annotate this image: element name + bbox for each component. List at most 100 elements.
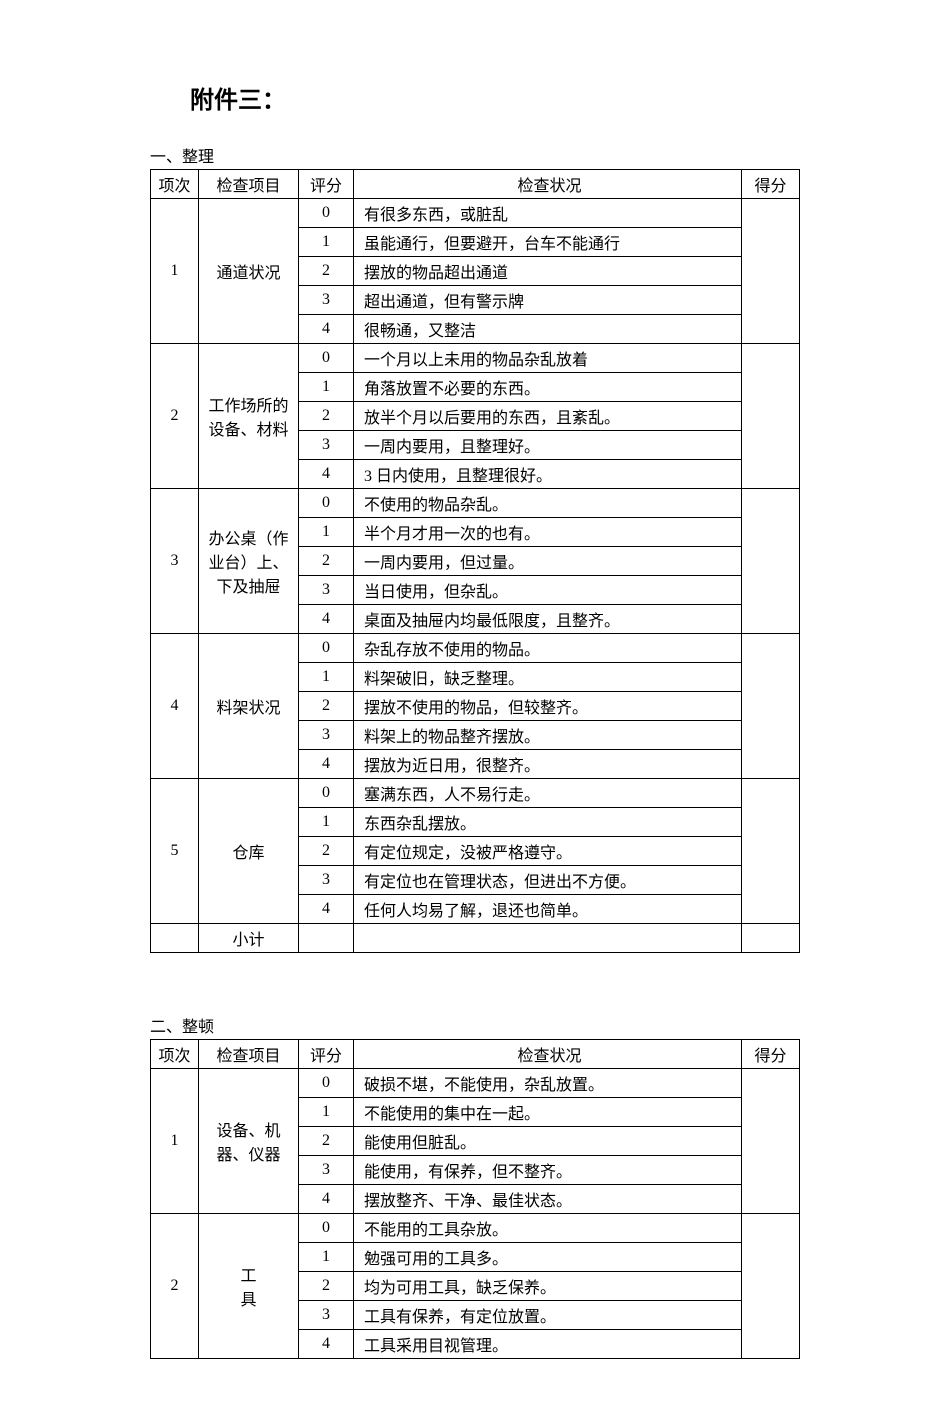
cell-item: 料架状况 bbox=[199, 634, 299, 779]
header-result: 得分 bbox=[742, 1040, 800, 1069]
cell-status: 角落放置不必要的东西。 bbox=[354, 373, 742, 402]
cell-score: 2 bbox=[299, 257, 354, 286]
cell-status: 虽能通行，但要避开，台车不能通行 bbox=[354, 228, 742, 257]
cell-status: 一个月以上未用的物品杂乱放着 bbox=[354, 344, 742, 373]
cell-score: 3 bbox=[299, 286, 354, 315]
cell-item: 仓库 bbox=[199, 779, 299, 924]
header-result: 得分 bbox=[742, 170, 800, 199]
table-section1: 项次 检查项目 评分 检查状况 得分 1通道状况0有很多东西，或脏乱1虽能通行，… bbox=[150, 169, 800, 953]
cell-score: 4 bbox=[299, 1330, 354, 1359]
cell-status: 破损不堪，不能使用，杂乱放置。 bbox=[354, 1069, 742, 1098]
cell-idx: 5 bbox=[151, 779, 199, 924]
cell-score: 3 bbox=[299, 576, 354, 605]
table-row: 3办公桌（作业台）上、下及抽屉0不使用的物品杂乱。 bbox=[151, 489, 800, 518]
cell-status: 放半个月以后要用的东西，且紊乱。 bbox=[354, 402, 742, 431]
cell-status: 3 日内使用，且整理很好。 bbox=[354, 460, 742, 489]
cell-status: 能使用但脏乱。 bbox=[354, 1127, 742, 1156]
cell-status: 工具采用目视管理。 bbox=[354, 1330, 742, 1359]
cell-score: 3 bbox=[299, 721, 354, 750]
subtotal-score bbox=[299, 924, 354, 953]
cell-status: 塞满东西，人不易行走。 bbox=[354, 779, 742, 808]
cell-status: 摆放整齐、干净、最佳状态。 bbox=[354, 1185, 742, 1214]
cell-score: 3 bbox=[299, 1301, 354, 1330]
cell-status: 任何人均易了解，退还也简单。 bbox=[354, 895, 742, 924]
cell-score: 0 bbox=[299, 199, 354, 228]
cell-score: 1 bbox=[299, 663, 354, 692]
cell-score: 0 bbox=[299, 634, 354, 663]
cell-score: 2 bbox=[299, 547, 354, 576]
subtotal-row: 小计 bbox=[151, 924, 800, 953]
section1-label: 一、整理 bbox=[150, 143, 800, 167]
header-item: 检查项目 bbox=[199, 1040, 299, 1069]
cell-score: 1 bbox=[299, 1243, 354, 1272]
subtotal-idx bbox=[151, 924, 199, 953]
cell-score: 2 bbox=[299, 837, 354, 866]
cell-status: 有定位也在管理状态，但进出不方便。 bbox=[354, 866, 742, 895]
cell-score: 0 bbox=[299, 1214, 354, 1243]
table-row: 1设备、机器、仪器0破损不堪，不能使用，杂乱放置。 bbox=[151, 1069, 800, 1098]
cell-status: 一周内要用，但过量。 bbox=[354, 547, 742, 576]
cell-score: 4 bbox=[299, 460, 354, 489]
cell-status: 一周内要用，且整理好。 bbox=[354, 431, 742, 460]
cell-score: 4 bbox=[299, 315, 354, 344]
cell-item: 通道状况 bbox=[199, 199, 299, 344]
cell-status: 杂乱存放不使用的物品。 bbox=[354, 634, 742, 663]
cell-score: 2 bbox=[299, 1127, 354, 1156]
cell-result bbox=[742, 1069, 800, 1214]
cell-score: 2 bbox=[299, 1272, 354, 1301]
cell-score: 0 bbox=[299, 1069, 354, 1098]
cell-status: 均为可用工具，缺乏保养。 bbox=[354, 1272, 742, 1301]
cell-status: 勉强可用的工具多。 bbox=[354, 1243, 742, 1272]
cell-result bbox=[742, 344, 800, 489]
cell-status: 摆放不使用的物品，但较整齐。 bbox=[354, 692, 742, 721]
table-row: 2工具0不能用的工具杂放。 bbox=[151, 1214, 800, 1243]
cell-status: 桌面及抽屉内均最低限度，且整齐。 bbox=[354, 605, 742, 634]
cell-status: 料架上的物品整齐摆放。 bbox=[354, 721, 742, 750]
cell-status: 有定位规定，没被严格遵守。 bbox=[354, 837, 742, 866]
cell-score: 2 bbox=[299, 402, 354, 431]
cell-status: 不能使用的集中在一起。 bbox=[354, 1098, 742, 1127]
subtotal-result bbox=[742, 924, 800, 953]
cell-score: 1 bbox=[299, 228, 354, 257]
cell-status: 东西杂乱摆放。 bbox=[354, 808, 742, 837]
cell-score: 2 bbox=[299, 692, 354, 721]
header-idx: 项次 bbox=[151, 170, 199, 199]
cell-score: 4 bbox=[299, 1185, 354, 1214]
cell-item: 办公桌（作业台）上、下及抽屉 bbox=[199, 489, 299, 634]
cell-status: 摆放的物品超出通道 bbox=[354, 257, 742, 286]
subtotal-label: 小计 bbox=[199, 924, 299, 953]
cell-idx: 4 bbox=[151, 634, 199, 779]
cell-result bbox=[742, 779, 800, 924]
cell-item: 工作场所的设备、材料 bbox=[199, 344, 299, 489]
cell-idx: 3 bbox=[151, 489, 199, 634]
cell-status: 超出通道，但有警示牌 bbox=[354, 286, 742, 315]
cell-score: 0 bbox=[299, 344, 354, 373]
document-title: 附件三： bbox=[190, 80, 800, 115]
cell-status: 不使用的物品杂乱。 bbox=[354, 489, 742, 518]
cell-score: 4 bbox=[299, 750, 354, 779]
cell-status: 不能用的工具杂放。 bbox=[354, 1214, 742, 1243]
table-row: 4料架状况0杂乱存放不使用的物品。 bbox=[151, 634, 800, 663]
header-idx: 项次 bbox=[151, 1040, 199, 1069]
header-status: 检查状况 bbox=[354, 1040, 742, 1069]
cell-status: 摆放为近日用，很整齐。 bbox=[354, 750, 742, 779]
cell-score: 1 bbox=[299, 518, 354, 547]
header-status: 检查状况 bbox=[354, 170, 742, 199]
cell-status: 工具有保养，有定位放置。 bbox=[354, 1301, 742, 1330]
cell-score: 1 bbox=[299, 808, 354, 837]
cell-score: 4 bbox=[299, 895, 354, 924]
cell-score: 1 bbox=[299, 373, 354, 402]
cell-status: 半个月才用一次的也有。 bbox=[354, 518, 742, 547]
cell-status: 能使用，有保养，但不整齐。 bbox=[354, 1156, 742, 1185]
table-header-row: 项次 检查项目 评分 检查状况 得分 bbox=[151, 1040, 800, 1069]
subtotal-status bbox=[354, 924, 742, 953]
cell-status: 当日使用，但杂乱。 bbox=[354, 576, 742, 605]
table-row: 2工作场所的设备、材料0一个月以上未用的物品杂乱放着 bbox=[151, 344, 800, 373]
cell-status: 有很多东西，或脏乱 bbox=[354, 199, 742, 228]
table-section2: 项次 检查项目 评分 检查状况 得分 1设备、机器、仪器0破损不堪，不能使用，杂… bbox=[150, 1039, 800, 1359]
cell-item: 设备、机器、仪器 bbox=[199, 1069, 299, 1214]
header-score: 评分 bbox=[299, 170, 354, 199]
table-header-row: 项次 检查项目 评分 检查状况 得分 bbox=[151, 170, 800, 199]
header-score: 评分 bbox=[299, 1040, 354, 1069]
cell-score: 3 bbox=[299, 1156, 354, 1185]
